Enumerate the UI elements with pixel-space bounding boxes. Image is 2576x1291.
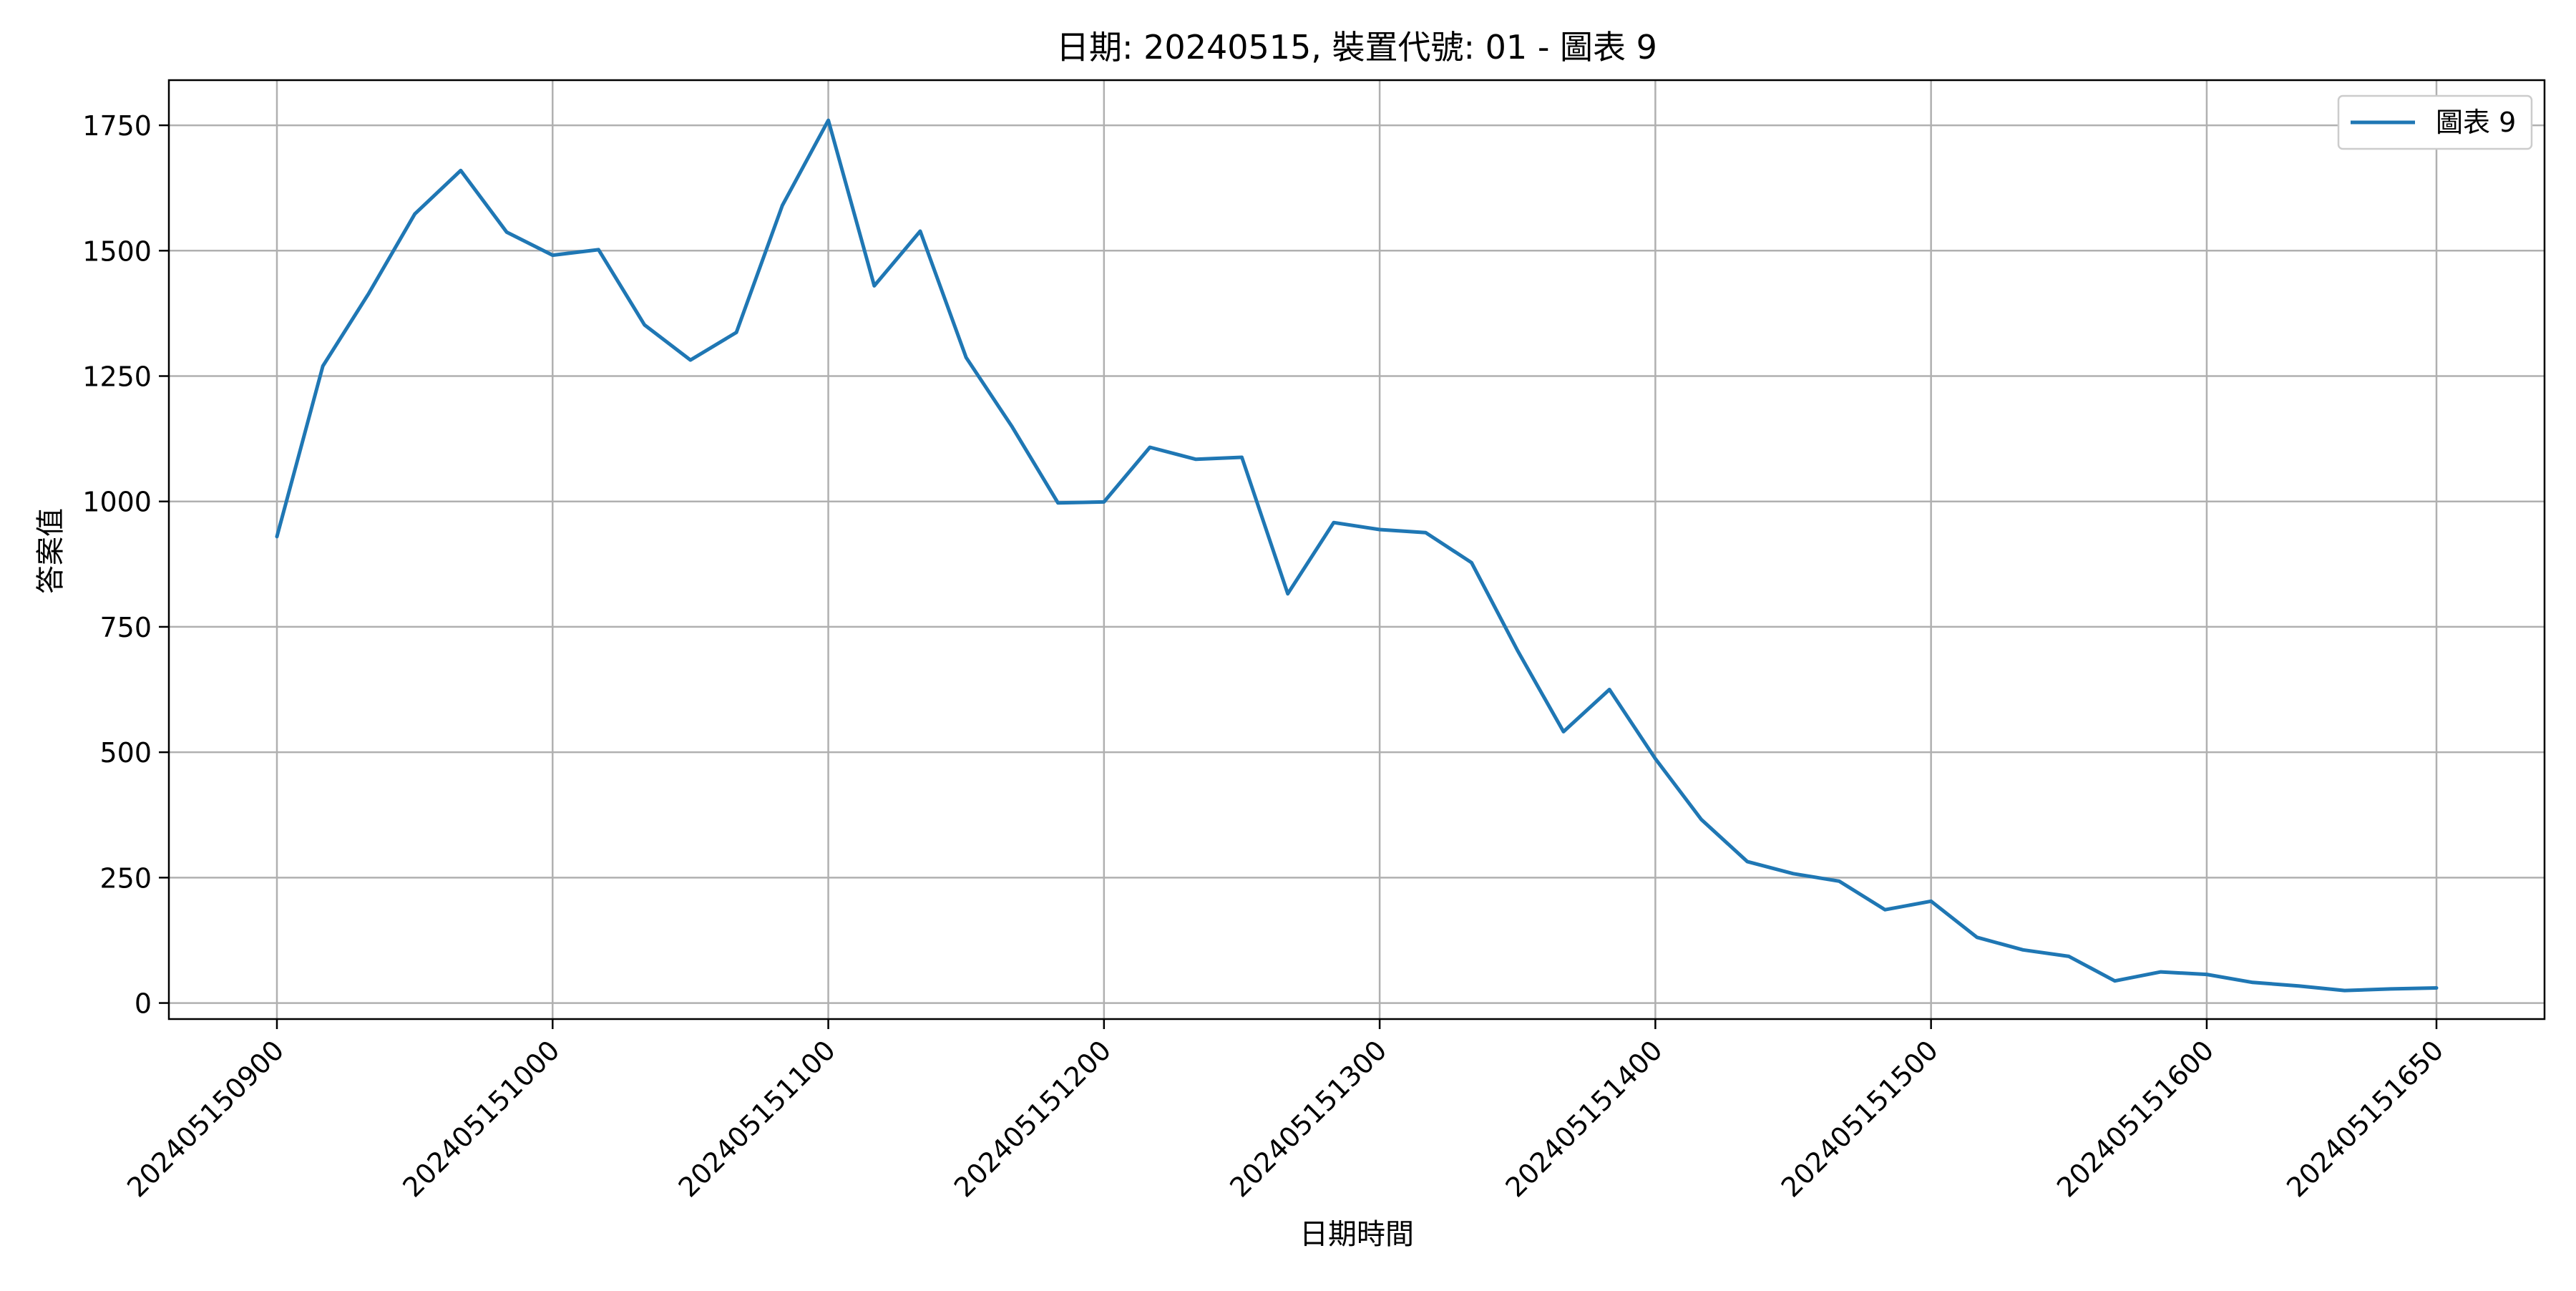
x-tick-label: 202405151000 [396,1034,565,1203]
legend: 圖表 9 [2337,94,2533,150]
series-line [275,118,2439,993]
y-tick-label: 1000 [82,487,152,518]
x-tick-label: 202405151600 [2051,1034,2220,1203]
x-tick-label: 202405150900 [121,1034,290,1203]
x-tick-label: 202405151650 [2280,1034,2449,1203]
y-tick-label: 0 [135,988,152,1020]
x-tick-label: 202405151100 [673,1034,841,1203]
x-tick-label: 202405151500 [1775,1034,1944,1203]
x-tick-label: 202405151400 [1499,1034,1668,1203]
legend-box [2337,94,2533,150]
y-tick-label: 750 [99,612,152,643]
x-axis-label: 日期時間 [1299,1218,1414,1251]
y-axis-ticks: 0 250 500 750 1000 1250 1500 1750 [82,110,169,1020]
chart-title: 日期: 20240515, 裝置代號: 01 - 圖表 9 [1056,28,1657,67]
x-axis-ticks: 202405150900 202405151000 202405151100 2024… [121,1019,2449,1204]
y-tick-label: 1500 [82,235,152,267]
plot-area-frame [167,79,2546,1020]
x-tick-label: 202405151300 [1224,1034,1392,1203]
x-tick-label: 202405151200 [948,1034,1117,1203]
y-tick-label: 250 [99,862,152,894]
y-tick-label: 500 [99,737,152,769]
y-axis-label: 答案值 [34,508,67,594]
y-tick-label: 1750 [82,110,152,142]
y-tick-label: 1250 [82,361,152,393]
grid-lines [169,80,2545,1019]
legend-label: 圖表 9 [2436,107,2516,138]
